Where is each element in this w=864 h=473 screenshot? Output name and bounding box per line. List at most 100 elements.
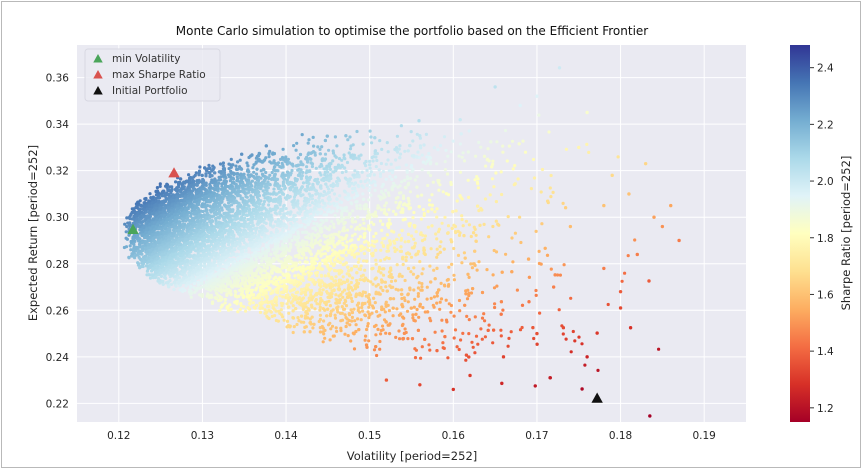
scatter-point xyxy=(159,232,162,235)
scatter-point xyxy=(532,158,535,161)
scatter-point xyxy=(362,274,365,277)
scatter-point xyxy=(125,230,128,233)
scatter-point xyxy=(420,194,423,197)
scatter-point xyxy=(354,287,357,290)
scatter-point xyxy=(447,285,450,288)
scatter-point xyxy=(353,265,356,268)
scatter-point xyxy=(345,254,348,257)
scatter-point xyxy=(432,181,435,184)
scatter-point xyxy=(222,164,225,167)
scatter-point xyxy=(247,156,250,159)
scatter-point xyxy=(329,338,332,341)
scatter-point xyxy=(336,219,339,222)
scatter-point xyxy=(275,192,278,195)
scatter-point xyxy=(380,162,383,165)
scatter-point xyxy=(486,147,489,150)
scatter-point xyxy=(338,157,341,160)
scatter-point xyxy=(411,216,414,219)
scatter-point xyxy=(339,251,342,254)
scatter-point xyxy=(392,182,395,185)
scatter-point xyxy=(580,342,583,345)
scatter-point xyxy=(398,234,401,237)
scatter-point xyxy=(130,212,133,215)
scatter-point xyxy=(324,153,327,156)
scatter-point xyxy=(458,234,461,237)
scatter-point xyxy=(385,301,388,304)
scatter-point xyxy=(409,177,412,180)
scatter-point xyxy=(550,174,553,177)
scatter-point xyxy=(412,238,415,241)
scatter-point xyxy=(374,259,377,262)
scatter-point xyxy=(535,294,538,297)
scatter-point xyxy=(435,302,438,305)
scatter-point xyxy=(333,192,336,195)
scatter-point xyxy=(501,309,504,312)
scatter-point xyxy=(359,204,362,207)
scatter-point xyxy=(493,306,496,309)
scatter-point xyxy=(346,138,349,141)
scatter-point xyxy=(452,274,455,277)
scatter-point xyxy=(287,324,290,327)
scatter-point xyxy=(277,310,280,313)
scatter-point xyxy=(269,275,272,278)
scatter-point xyxy=(331,189,334,192)
scatter-point xyxy=(465,315,468,318)
scatter-point xyxy=(361,171,364,174)
scatter-point xyxy=(430,193,433,196)
scatter-point xyxy=(355,200,358,203)
scatter-point xyxy=(428,199,431,202)
scatter-point xyxy=(384,310,387,313)
scatter-point xyxy=(421,289,424,292)
scatter-point xyxy=(380,241,383,244)
scatter-point xyxy=(373,180,376,183)
scatter-point xyxy=(468,276,471,279)
scatter-point xyxy=(450,263,453,266)
scatter-point xyxy=(348,312,351,315)
scatter-point xyxy=(322,319,325,322)
scatter-point xyxy=(292,298,295,301)
scatter-point xyxy=(373,173,376,176)
scatter-point xyxy=(292,309,295,312)
scatter-point xyxy=(350,297,353,300)
scatter-point xyxy=(440,319,443,322)
scatter-point xyxy=(324,252,327,255)
scatter-point xyxy=(367,198,370,201)
scatter-point xyxy=(374,333,377,336)
scatter-point xyxy=(385,201,388,204)
scatter-point xyxy=(410,234,413,237)
scatter-point xyxy=(250,154,253,157)
scatter-point xyxy=(311,194,314,197)
scatter-point xyxy=(396,151,399,154)
scatter-point xyxy=(348,184,351,187)
scatter-point xyxy=(390,163,393,166)
scatter-point xyxy=(180,182,183,185)
scatter-point xyxy=(268,317,271,320)
scatter-point xyxy=(155,193,158,196)
scatter-point xyxy=(421,154,424,157)
scatter-point xyxy=(286,320,289,323)
scatter-point xyxy=(274,220,277,223)
scatter-point xyxy=(446,155,449,158)
scatter-point xyxy=(421,345,424,348)
scatter-point xyxy=(311,246,314,249)
scatter-point xyxy=(233,244,236,247)
scatter-point xyxy=(510,330,513,333)
scatter-point xyxy=(261,173,264,176)
scatter-point xyxy=(295,149,298,152)
scatter-point xyxy=(149,277,152,280)
scatter-point xyxy=(397,186,400,189)
scatter-point xyxy=(368,181,371,184)
scatter-point xyxy=(351,276,354,279)
scatter-point xyxy=(435,291,438,294)
scatter-point xyxy=(347,334,350,337)
scatter-point xyxy=(351,191,354,194)
scatter-point xyxy=(324,274,327,277)
scatter-point xyxy=(314,272,317,275)
scatter-point xyxy=(359,180,362,183)
scatter-point xyxy=(388,284,391,287)
scatter-point xyxy=(227,201,230,204)
scatter-point xyxy=(322,340,325,343)
scatter-point xyxy=(318,262,321,265)
scatter-point xyxy=(264,171,267,174)
scatter-point xyxy=(360,306,363,309)
